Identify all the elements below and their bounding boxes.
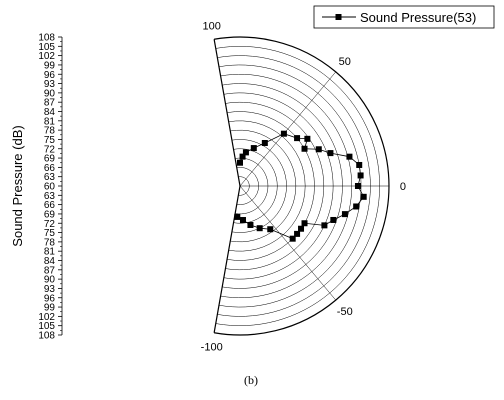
spoke-line <box>239 71 336 187</box>
data-point <box>247 221 254 228</box>
legend-box <box>313 5 495 29</box>
scale-tick-label-upper: 108 <box>38 33 55 44</box>
data-point <box>360 193 367 200</box>
scale-tick-label-lower: 90 <box>44 275 56 286</box>
scale-tick-label-lower: 75 <box>44 228 56 239</box>
data-point <box>301 145 308 152</box>
data-point <box>341 211 348 218</box>
scale-tick-label-lower: 72 <box>44 219 56 230</box>
scale-tick-label-upper: 99 <box>44 60 56 71</box>
legend-label: Sound Pressure(53) <box>360 10 476 25</box>
scale-tick-label-upper: 63 <box>44 172 56 183</box>
scale-tick-label-upper: 102 <box>38 51 55 62</box>
data-series <box>234 130 367 242</box>
y-axis-title: Sound Pressure (dB) <box>10 125 25 246</box>
scale-tick-label-upper: 87 <box>44 98 56 109</box>
spoke-line <box>239 185 336 301</box>
legend-marker <box>335 14 342 20</box>
data-point <box>239 153 246 160</box>
data-point <box>289 235 296 242</box>
angle-label: 50 <box>339 56 351 68</box>
polar-grid <box>213 36 390 336</box>
scale-tick-label-upper: 96 <box>44 70 56 81</box>
data-point <box>346 153 353 160</box>
data-point <box>256 225 263 232</box>
scale-tick-label-lower: 69 <box>44 209 56 220</box>
data-point <box>298 225 305 232</box>
data-point <box>280 130 287 137</box>
scale-tick-label-lower: 81 <box>44 247 56 258</box>
angle-label: 0 <box>400 181 406 193</box>
radial-scale: 1081051029996939087848178757269666360636… <box>38 33 63 342</box>
data-point <box>327 150 334 157</box>
scale-tick-label-upper: 93 <box>44 79 56 90</box>
scale-tick-label-upper: 60 <box>44 182 56 193</box>
data-point <box>234 213 241 220</box>
data-point <box>237 159 243 166</box>
data-point <box>250 145 257 152</box>
scale-tick-label-lower: 102 <box>38 312 55 323</box>
boundary-line <box>213 39 241 187</box>
scale-tick-label-lower: 93 <box>44 284 56 295</box>
data-point <box>239 217 246 224</box>
data-point <box>294 135 301 142</box>
scale-tick-label-lower: 108 <box>38 331 55 342</box>
data-point <box>357 172 364 179</box>
scale-tick-label-upper: 75 <box>44 135 56 146</box>
boundary-line <box>213 185 241 333</box>
data-point <box>356 161 363 168</box>
scale-tick-label-upper: 66 <box>44 163 56 174</box>
angle-labels: 100 50 0 -50 -100 <box>201 21 406 354</box>
data-point <box>242 149 249 156</box>
scale-tick-label-upper: 78 <box>44 126 56 137</box>
data-point <box>294 230 301 237</box>
data-point <box>301 220 308 227</box>
scale-tick-label-lower: 96 <box>44 293 56 304</box>
scale-tick-label-lower: 105 <box>38 321 55 332</box>
scale-tick-label-upper: 84 <box>44 107 56 118</box>
angle-label: -100 <box>201 341 223 353</box>
data-point <box>304 135 311 142</box>
data-point <box>261 139 268 146</box>
scale-tick-label-upper: 72 <box>44 144 56 155</box>
scale-tick-label-upper: 105 <box>38 42 55 53</box>
scale-tick-label-upper: 90 <box>44 88 56 99</box>
scale-tick-label-upper: 69 <box>44 154 56 165</box>
scale-tick-label-lower: 63 <box>44 191 56 202</box>
scale-tick-label-lower: 66 <box>44 200 56 211</box>
scale-tick-label-lower: 87 <box>44 265 56 276</box>
scale-tick-label-lower: 99 <box>44 303 56 314</box>
scale-tick-label-upper: 81 <box>44 116 56 127</box>
data-point <box>315 146 322 153</box>
angle-label: -50 <box>337 306 353 318</box>
data-point <box>267 226 274 233</box>
data-point <box>330 216 337 223</box>
scale-tick-label-lower: 78 <box>44 237 56 248</box>
figure-caption: (b) <box>244 373 258 387</box>
scale-tick-label-lower: 84 <box>44 256 56 267</box>
angle-label: 100 <box>203 21 221 33</box>
data-point <box>321 222 328 229</box>
data-point <box>353 203 360 210</box>
data-point <box>354 183 361 189</box>
legend: Sound Pressure(53) <box>313 5 495 29</box>
